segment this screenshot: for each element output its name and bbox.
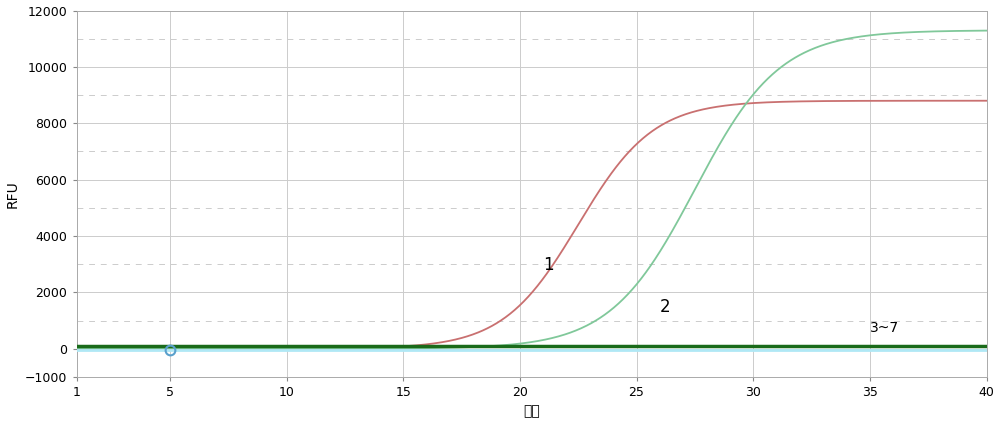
Text: 2: 2	[660, 298, 670, 316]
X-axis label: 循环: 循环	[523, 404, 540, 418]
Text: 1: 1	[543, 256, 554, 274]
Text: 3~7: 3~7	[870, 321, 899, 335]
Y-axis label: RFU: RFU	[6, 180, 20, 208]
